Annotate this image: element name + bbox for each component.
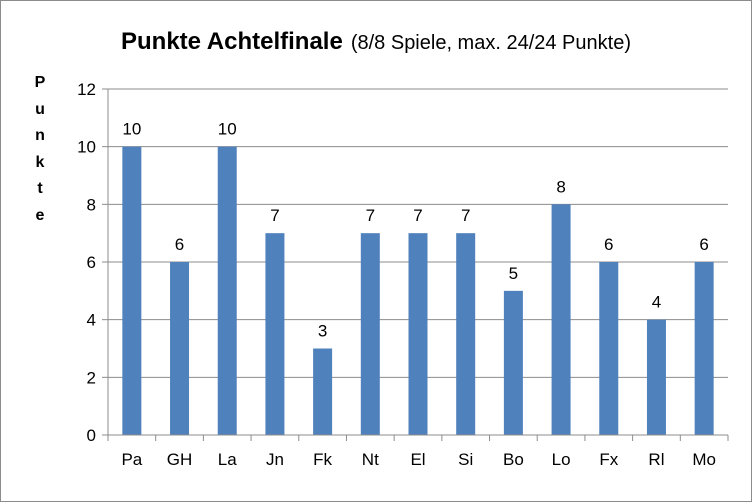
bar-fk — [313, 348, 333, 435]
data-label: 4 — [652, 293, 661, 312]
y-axis-label-letter: u — [35, 100, 45, 118]
x-tick-label: GH — [167, 450, 193, 469]
x-tick-label: Fk — [313, 450, 332, 469]
data-label: 6 — [175, 235, 184, 254]
x-tick-label: Bo — [503, 450, 524, 469]
data-label: 7 — [461, 206, 470, 225]
bar-si — [456, 233, 476, 435]
y-axis-label-letter: k — [35, 153, 45, 171]
y-axis-label-letter: t — [37, 180, 43, 197]
data-label: 10 — [122, 120, 141, 139]
x-tick-label: Rl — [648, 450, 664, 469]
x-tick-label: Lo — [552, 450, 571, 469]
bar-mo — [694, 262, 714, 435]
bar-la — [217, 146, 237, 435]
bar-pa — [122, 146, 142, 435]
data-label: 6 — [604, 235, 613, 254]
x-tick-label: Fx — [599, 450, 618, 469]
x-tick-label: La — [218, 450, 237, 469]
y-axis-label-letter: e — [35, 206, 45, 224]
x-tick-label: Si — [458, 450, 473, 469]
x-tick-label: Mo — [692, 450, 716, 469]
y-tick-label: 12 — [77, 80, 96, 99]
chart-subtitle: (8/8 Spiele, max. 24/24 Punkte) — [350, 32, 631, 54]
bar-gh — [170, 262, 190, 435]
x-tick-label: El — [410, 450, 425, 469]
bar-el — [408, 233, 428, 435]
y-tick-label: 2 — [87, 368, 96, 387]
y-axis-label-letter: P — [34, 74, 46, 91]
y-tick-label: 0 — [87, 426, 96, 445]
chart-title-block: Punkte Achtelfinale (8/8 Spiele, max. 24/… — [0, 28, 752, 56]
y-tick-label: 6 — [87, 253, 96, 272]
x-tick-label: Nt — [362, 450, 379, 469]
y-axis-label-letter: n — [35, 127, 45, 144]
data-label: 5 — [509, 264, 518, 283]
y-tick-label: 4 — [87, 311, 96, 330]
bars — [122, 146, 714, 435]
axes — [102, 88, 729, 441]
data-label: 7 — [270, 206, 279, 225]
labels: 0 2 4 6 8 10 12 10 Pa 6 GH 10 La 7 Jn 3 Fk 7 Nt 7 El 7 Si 5 Bo 8 L… — [77, 80, 716, 469]
data-label: 7 — [366, 206, 375, 225]
bar-lo — [551, 204, 571, 435]
bar-bo — [503, 290, 523, 435]
chart-title: Punkte Achtelfinale — [121, 28, 343, 55]
data-label: 6 — [699, 235, 708, 254]
bar-nt — [360, 233, 380, 435]
x-tick-label: Jn — [266, 450, 284, 469]
bar-rl — [646, 319, 666, 435]
y-tick-label: 8 — [87, 195, 96, 214]
y-tick-label: 10 — [77, 138, 96, 157]
data-label: 3 — [318, 322, 327, 341]
data-label: 8 — [556, 177, 565, 196]
data-label: 7 — [413, 206, 422, 225]
bar-fx — [599, 262, 619, 435]
bar-jn — [265, 233, 285, 435]
data-label: 10 — [218, 120, 237, 139]
x-tick-label: Pa — [121, 450, 142, 469]
